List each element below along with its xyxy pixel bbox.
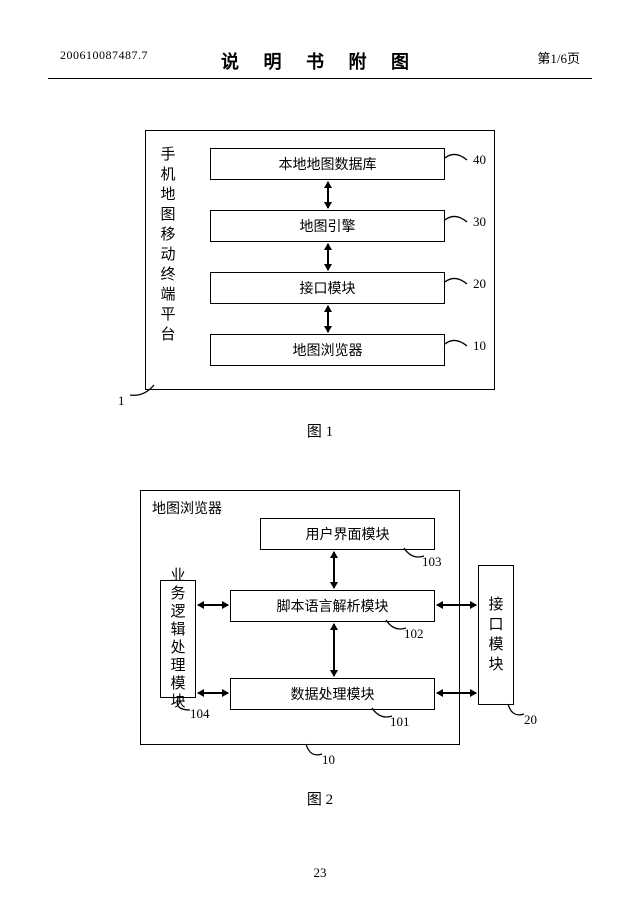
fig2-node-right-interface: 接口模块 <box>478 565 514 705</box>
fig2-outer-title: 地图浏览器 <box>152 498 222 518</box>
fig1-node-map-browser: 地图浏览器 <box>210 334 445 366</box>
fig2-lead-102: 102 <box>382 620 432 640</box>
fig2-lead-10: 10 <box>300 744 350 768</box>
fig1-arrow-30-20 <box>327 244 329 270</box>
fig2-arrow-101-iface <box>437 692 476 694</box>
fig1-lead-40: 40 <box>445 150 505 170</box>
fig2-node-biz-logic: 业务逻辑处理模块 <box>160 580 196 698</box>
fig2-arrow-biz-102 <box>198 604 228 606</box>
fig1-platform-label: 手机地图移动终端平台 <box>160 145 176 345</box>
fig2-lead-104: 104 <box>172 698 222 722</box>
fig1-lead-10: 10 <box>445 336 505 356</box>
footer-page-number: 23 <box>0 865 640 881</box>
page-header: 200610087487.7 说 明 书 附 图 第1/6页 <box>0 48 640 72</box>
fig2-caption: 图 2 <box>0 788 640 809</box>
fig1-lead-20: 20 <box>445 274 505 294</box>
fig2-node-data-proc: 数据处理模块 <box>230 678 435 710</box>
fig2-arrow-102-iface <box>437 604 476 606</box>
fig1-lead-outer-1: 1 <box>118 385 158 409</box>
fig1-arrow-40-30 <box>327 182 329 208</box>
fig1-node-interface: 接口模块 <box>210 272 445 304</box>
fig2-arrow-102-101 <box>333 624 335 676</box>
fig2-node-script-parser: 脚本语言解析模块 <box>230 590 435 622</box>
page: 200610087487.7 说 明 书 附 图 第1/6页 手机地图移动终端平… <box>0 0 640 911</box>
fig2-arrow-biz-101 <box>198 692 228 694</box>
fig2-lead-101: 101 <box>368 708 418 728</box>
fig2-node-ui-module: 用户界面模块 <box>260 518 435 550</box>
fig1-caption: 图 1 <box>0 420 640 441</box>
fig2-lead-20: 20 <box>502 704 552 728</box>
fig1-node-map-engine: 地图引擎 <box>210 210 445 242</box>
page-range: 第1/6页 <box>537 48 580 67</box>
fig2-arrow-103-102 <box>333 552 335 588</box>
fig1-node-local-db: 本地地图数据库 <box>210 148 445 180</box>
header-rule <box>48 78 592 79</box>
fig1-lead-30: 30 <box>445 212 505 232</box>
fig2-lead-103: 103 <box>400 548 450 568</box>
fig1-arrow-20-10 <box>327 306 329 332</box>
